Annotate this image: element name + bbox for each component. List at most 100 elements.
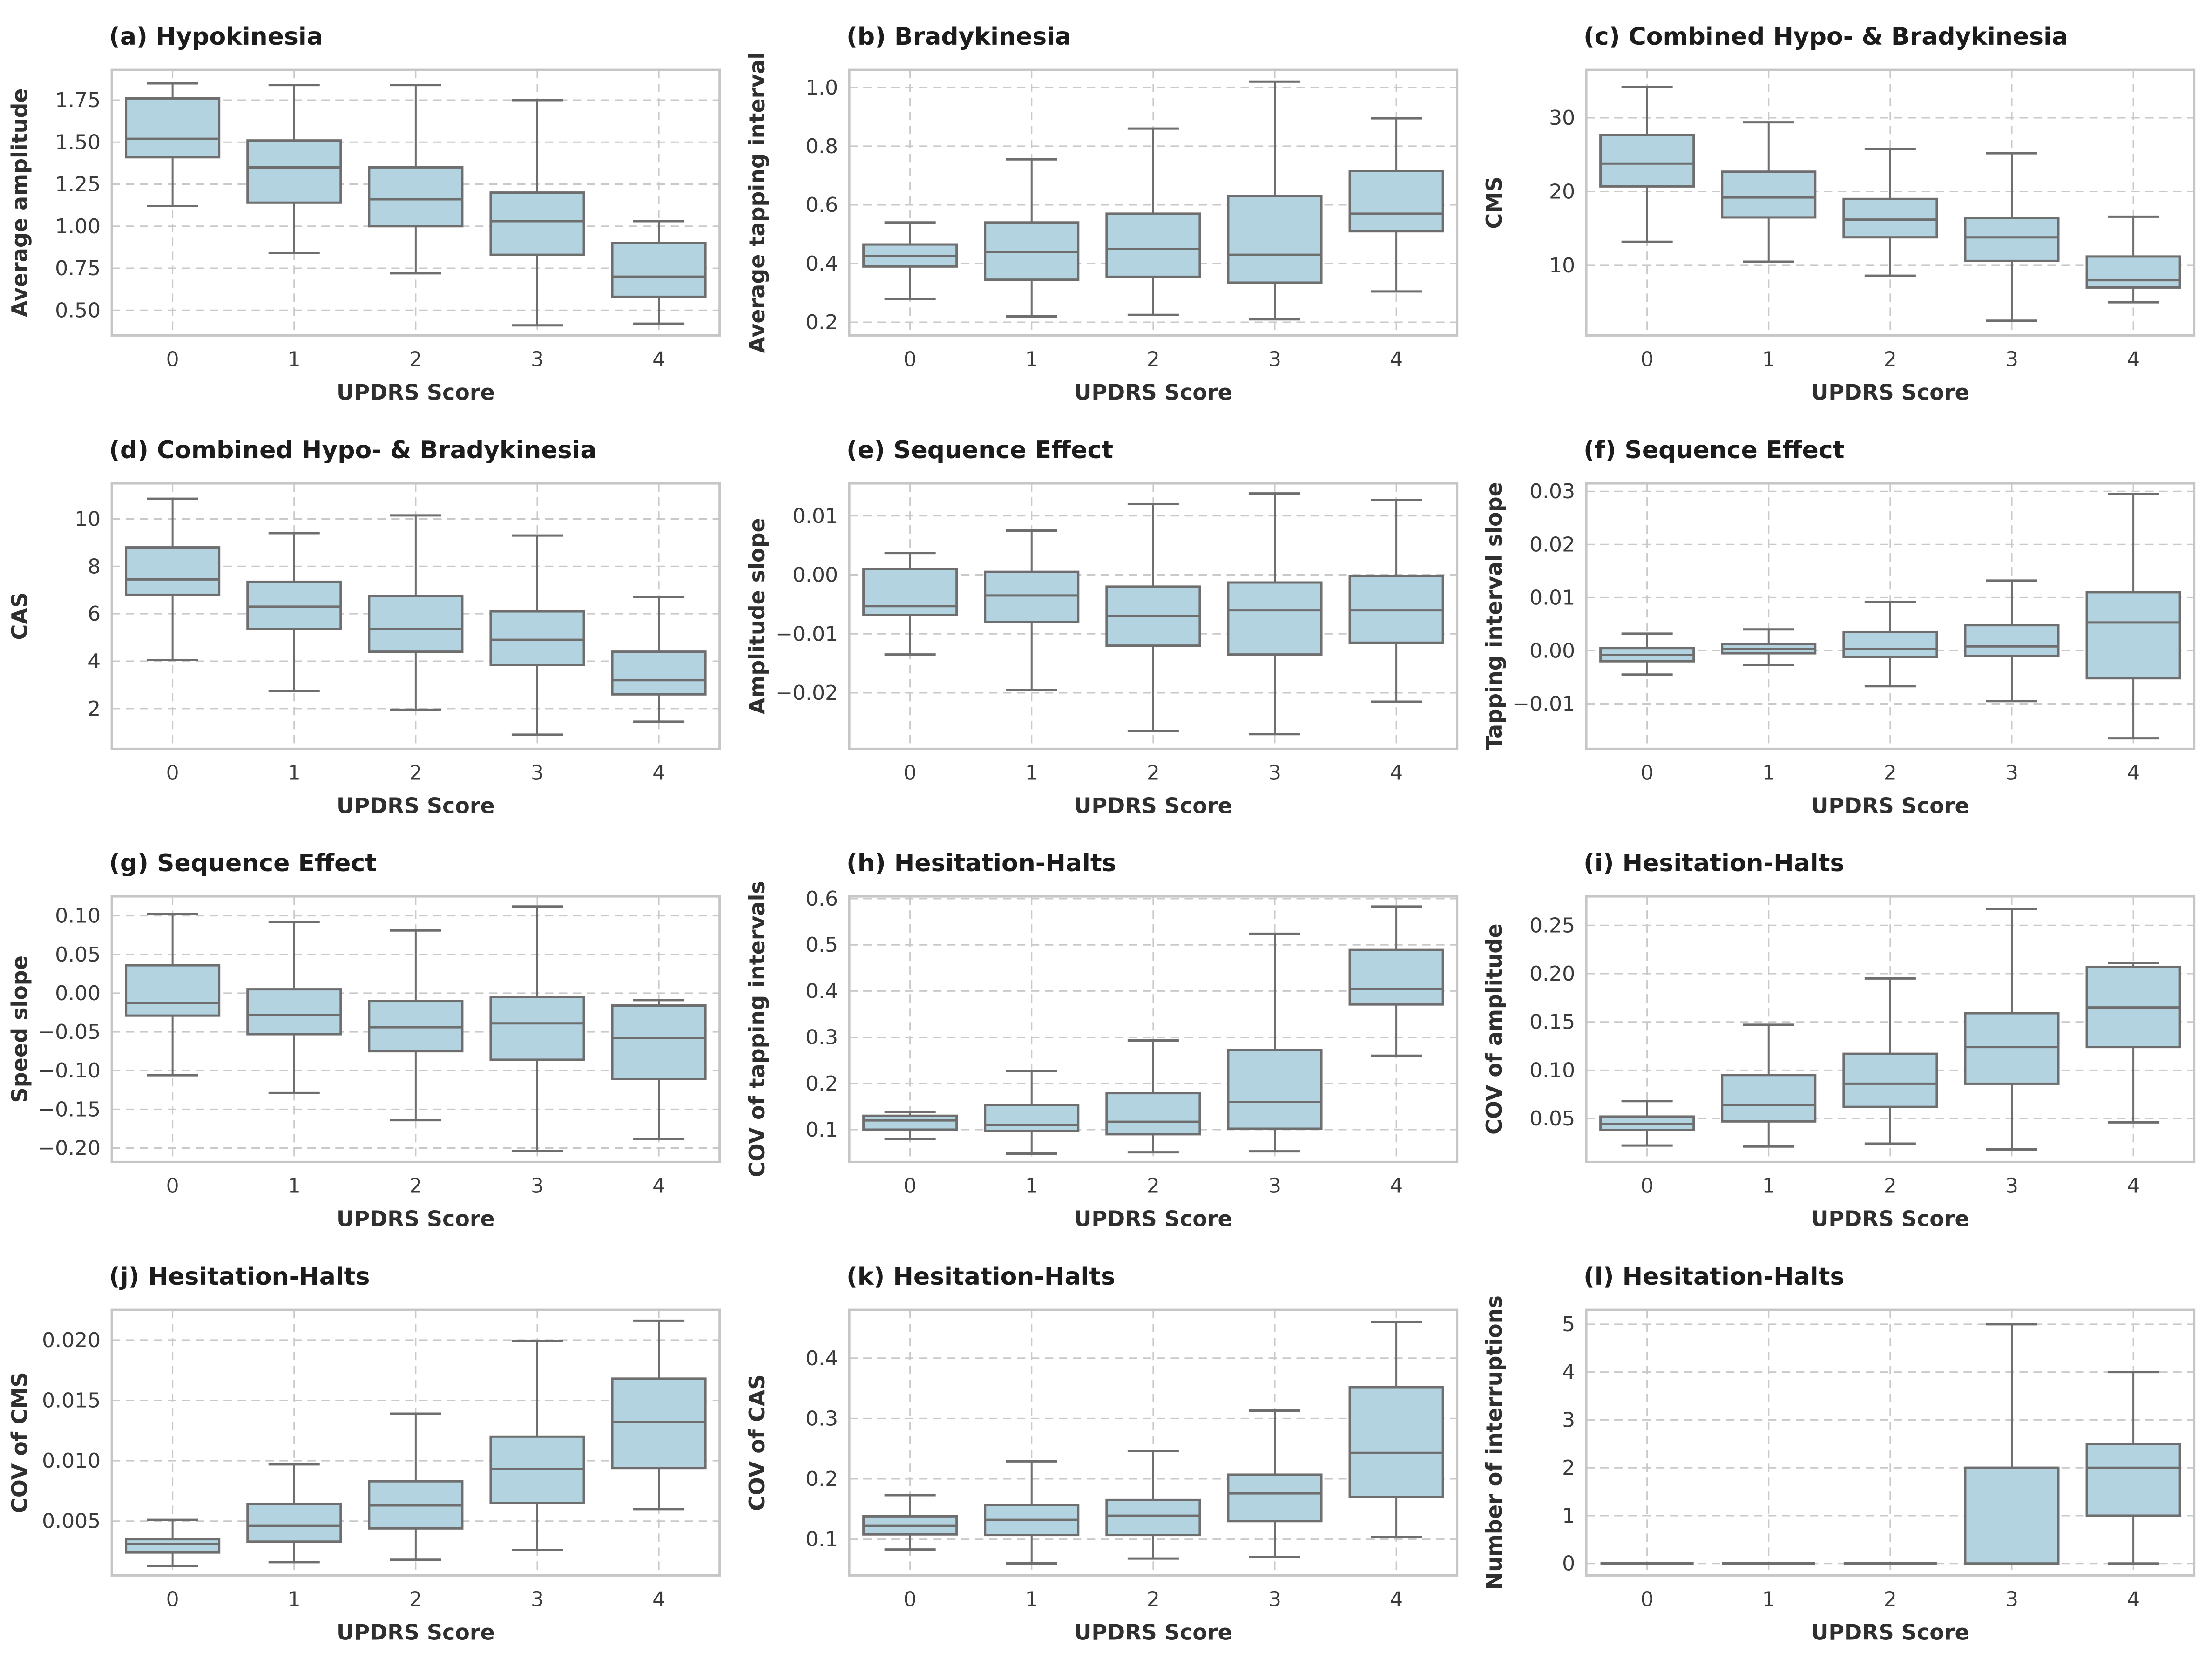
x-tick-label: 3 <box>531 761 544 785</box>
x-tick-label: 0 <box>166 761 179 785</box>
x-tick-label: 3 <box>2005 347 2018 371</box>
y-axis-label: Average amplitude <box>7 88 32 317</box>
box-updrs-4 <box>611 1319 707 1510</box>
box-chart-c: 10 20 30 0 1 2 3 4 UPDRS Score CMS (c) Combined Hy… <box>1481 23 2196 405</box>
box-updrs-0 <box>1599 632 1695 676</box>
x-tick-label: 4 <box>2127 347 2140 371</box>
y-tick-label: −0.01 <box>775 622 838 646</box>
iqr-box <box>1105 212 1201 278</box>
iqr-box <box>125 1538 221 1554</box>
x-tick-label: 2 <box>1884 1174 1897 1198</box>
y-tick-label: 0.02 <box>1529 533 1575 556</box>
y-tick-label: 0.15 <box>1529 1010 1575 1034</box>
y-tick-labels: 0.50 0.75 1.00 1.25 1.50 1.75 <box>55 88 101 322</box>
y-axis-label: Tapping interval slope <box>1481 482 1507 750</box>
x-tick-label: 0 <box>1641 1174 1654 1198</box>
y-tick-label: 0.010 <box>42 1449 101 1473</box>
x-tick-label: 1 <box>1762 1587 1775 1611</box>
y-tick-label: 1.25 <box>55 173 101 196</box>
x-tick-label: 2 <box>409 1587 422 1611</box>
box-updrs-1 <box>1721 121 1817 263</box>
y-tick-label: 2 <box>1562 1456 1575 1480</box>
axes-frame <box>848 482 1458 750</box>
box-updrs-2 <box>1842 977 1938 1145</box>
y-tick-label: 0.6 <box>805 193 838 217</box>
axes-frame <box>1585 1308 2196 1577</box>
x-tick-label: 1 <box>1025 761 1038 785</box>
iqr-box <box>611 242 707 298</box>
x-axis-label: UPDRS Score <box>1074 1206 1232 1231</box>
iqr-box <box>1348 1385 1444 1498</box>
y-tick-labels: 10 20 30 <box>1549 106 1575 278</box>
x-tick-labels: 0 1 2 3 4 <box>166 1587 665 1611</box>
y-tick-labels: 0.1 0.2 0.3 0.4 <box>805 1346 838 1551</box>
box-chart-l: 0 1 2 3 4 5 0 1 2 3 4 UPDRS Score Number of interrup… <box>1481 1263 2196 1645</box>
subplot-k: 0.1 0.2 0.3 0.4 0 1 2 3 4 UPDRS Score COV of CAS (k… <box>737 1240 1475 1653</box>
y-tick-label: 1.00 <box>55 215 101 238</box>
iqr-box <box>489 191 585 256</box>
box-updrs-2 <box>1105 502 1201 732</box>
x-tick-label: 0 <box>903 1587 916 1611</box>
box-updrs-1 <box>246 84 342 255</box>
iqr-box <box>1964 1012 2060 1085</box>
y-tick-label: 3 <box>1562 1408 1575 1432</box>
y-tick-label: 0.05 <box>1529 1107 1575 1131</box>
box-updrs-1 <box>983 1460 1079 1565</box>
y-tick-label: 0.015 <box>42 1389 101 1412</box>
x-axis-label: UPDRS Score <box>337 793 495 818</box>
iqr-box <box>1227 1049 1323 1130</box>
box-chart-i: 0.05 0.10 0.15 0.20 0.25 0 1 2 3 4 UPDRS Score COV … <box>1481 849 2196 1231</box>
x-tick-label: 3 <box>1268 1174 1281 1198</box>
y-tick-label: −0.10 <box>38 1059 101 1083</box>
x-tick-labels: 0 1 2 3 4 <box>903 761 1402 785</box>
iqr-box <box>1227 1473 1323 1522</box>
iqr-box <box>489 996 585 1061</box>
x-tick-label: 1 <box>1025 1174 1038 1198</box>
iqr-box <box>368 594 464 653</box>
subplot-h: 0.1 0.2 0.3 0.4 0.5 0.6 0 1 2 3 4 UPDRS Score COV of… <box>737 826 1475 1240</box>
y-tick-label: 0.10 <box>55 904 101 928</box>
box-updrs-1 <box>246 532 342 692</box>
x-tick-labels: 0 1 2 3 4 <box>1641 1174 2140 1198</box>
y-axis-label: Speed slope <box>7 955 32 1103</box>
x-tick-labels: 0 1 2 3 4 <box>903 1174 1402 1198</box>
iqr-box <box>2085 1442 2181 1517</box>
subplot-title: (l) Hesitation-Halts <box>1583 1263 1844 1291</box>
iqr-box <box>246 580 342 630</box>
box-updrs-1 <box>246 1463 342 1563</box>
y-tick-label: 10 <box>1549 254 1575 278</box>
iqr-box <box>246 1503 342 1543</box>
x-tick-labels: 0 1 2 3 4 <box>166 761 665 785</box>
x-tick-labels: 0 1 2 3 4 <box>1641 347 2140 371</box>
y-tick-label: 1 <box>1562 1504 1575 1527</box>
iqr-box <box>862 567 958 616</box>
y-tick-labels: 0 1 2 3 4 5 <box>1562 1312 1575 1575</box>
subplot-a: 0.50 0.75 1.00 1.25 1.50 1.75 0 1 2 3 4 UPDRS Score… <box>0 0 737 413</box>
y-tick-label: −0.15 <box>38 1097 101 1121</box>
box-updrs-2 <box>368 929 464 1122</box>
y-axis-label: COV of amplitude <box>1481 924 1507 1135</box>
subplot-title: (g) Sequence Effect <box>109 849 377 877</box>
y-tick-label: 0.4 <box>805 1346 838 1370</box>
y-tick-label: 0.20 <box>1529 962 1575 986</box>
box-updrs-4 <box>611 999 707 1140</box>
x-tick-label: 2 <box>1147 761 1160 785</box>
y-tick-label: 2 <box>88 697 101 720</box>
x-tick-label: 1 <box>288 1174 301 1198</box>
x-tick-label: 2 <box>1147 347 1160 371</box>
x-tick-label: 1 <box>1025 347 1038 371</box>
iqr-box <box>1842 630 1938 658</box>
box-updrs-2 <box>368 1412 464 1561</box>
y-axis-label: Amplitude slope <box>744 518 770 714</box>
box-chart-j: 0.005 0.010 0.015 0.020 0 1 2 3 4 UPDRS Score COV … <box>7 1263 721 1645</box>
y-tick-label: 20 <box>1549 180 1575 203</box>
y-axis-label: CAS <box>7 592 32 640</box>
x-tick-label: 2 <box>409 347 422 371</box>
x-tick-label: 0 <box>166 1587 179 1611</box>
x-tick-label: 4 <box>652 1587 665 1611</box>
box-updrs-3 <box>1964 152 2060 322</box>
y-tick-label: 0.10 <box>1529 1058 1575 1082</box>
box-updrs-3 <box>1227 932 1323 1153</box>
iqr-box <box>1842 1052 1938 1108</box>
